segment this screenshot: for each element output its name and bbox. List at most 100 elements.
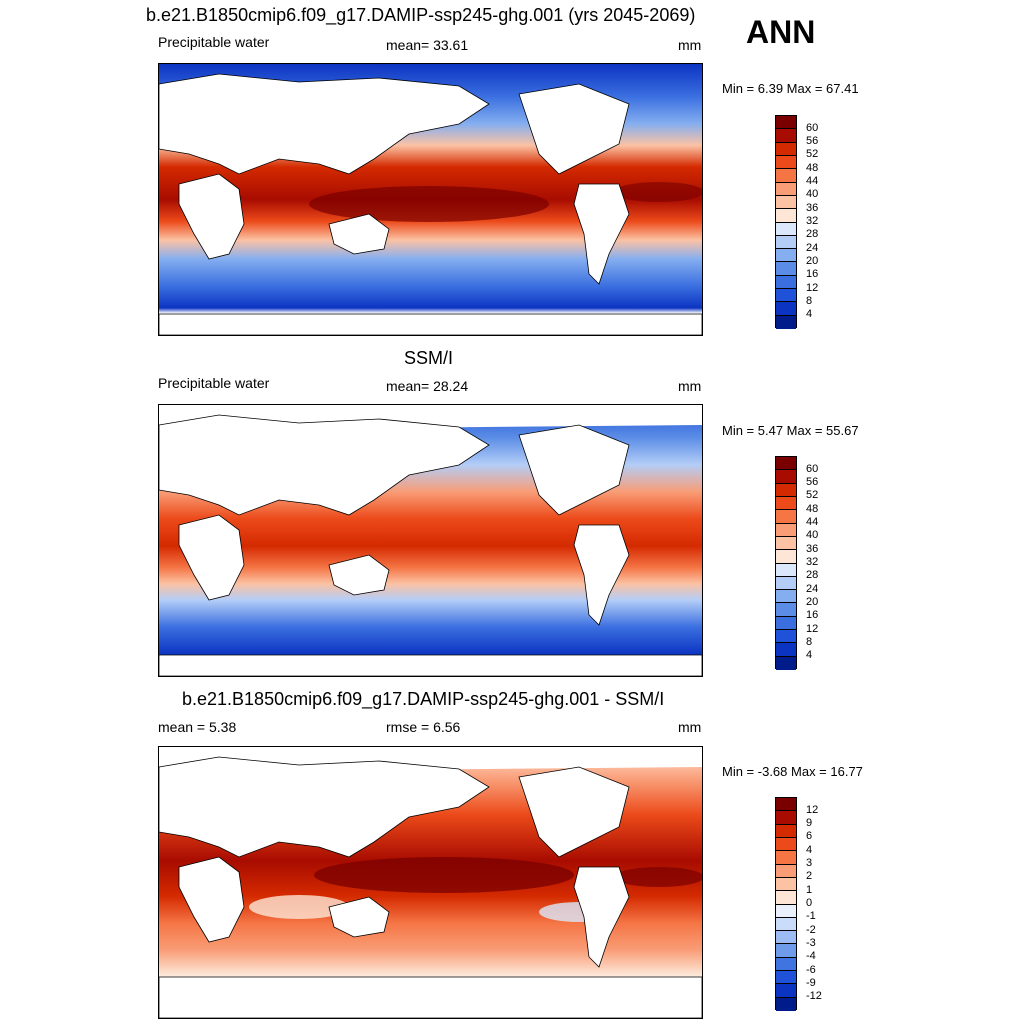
colorbar-swatch [776,984,796,998]
colorbar-swatch [776,864,796,878]
colorbar-swatch [776,656,796,670]
map-field [159,64,702,335]
colorbar-swatch [776,931,796,945]
colorbar-swatch [776,576,796,591]
colorbar-swatch [776,315,796,329]
mean-label: mean= 33.61 [386,37,469,53]
colorbar-tick-label: 40 [806,188,819,201]
colorbar-tick-label: 48 [806,161,819,174]
colorbar-tick-label: -6 [806,963,816,976]
colorbar-swatch [776,169,796,183]
colorbar-tick-label: -1 [806,910,816,923]
colorbar-tick-label: 56 [806,476,819,489]
colorbar-swatch [776,249,796,263]
colorbar-tick-label: 60 [806,462,819,475]
colorbar-swatch [776,182,796,196]
colorbar-swatch [776,563,796,577]
colorbar-tick-label: -9 [806,976,816,989]
colorbar-swatch [776,116,796,130]
colorbar-swatch [776,142,796,156]
colorbar-tick-label: -2 [806,923,816,936]
colorbar-swatch [776,616,796,631]
colorbar-tick-label: 6 [806,830,813,843]
map-plot [158,404,703,677]
colorbar-tick-label: 12 [806,622,819,635]
colorbar-tick-label: 4 [806,308,813,321]
colorbar-swatches [776,457,796,670]
colorbar-tick-label: 24 [806,241,819,254]
colorbar-swatch [776,630,796,644]
colorbar-tick-label: 20 [806,254,819,267]
colorbar-tick-label: 60 [806,121,819,134]
colorbar-swatches [776,116,796,329]
colorbar [775,797,797,1011]
map-plot [158,63,703,336]
colorbar-tick-label: 8 [806,294,813,307]
colorbar-tick-label: -3 [806,936,816,949]
colorbar-swatch [776,891,796,905]
colorbar-swatch [776,917,796,932]
units-label: mm [678,37,702,53]
colorbar-tick-label: 44 [806,516,819,529]
colorbar-tick-label: 16 [806,268,819,281]
colorbar-tick-label: 56 [806,135,819,148]
colorbar-tick-label: 9 [806,817,813,830]
map-field [159,747,702,1018]
colorbar-swatch [776,536,796,551]
colorbar-tick-label: 36 [806,542,819,555]
colorbar-tick-label: 44 [806,175,819,188]
colorbar-swatch [776,235,796,250]
colorbar-swatch [776,262,796,276]
colorbar-swatch [776,195,796,210]
colorbar-swatch [776,289,796,303]
colorbar-swatch [776,824,796,838]
colorbar-swatches [776,798,796,1011]
colorbar-swatch [776,944,796,958]
units-label: mm [678,378,702,394]
colorbar-swatch [776,302,796,316]
colorbar-swatch [776,811,796,825]
units-label: mm [678,719,702,735]
colorbar-swatch [776,155,796,170]
colorbar-tick-label: 4 [806,649,813,662]
colorbar-tick-label: 52 [806,148,819,161]
variable-label: Precipitable water [158,34,270,50]
colorbar-swatch [776,470,796,484]
colorbar-swatch [776,510,796,524]
colorbar-tick-label: 3 [806,857,813,870]
colorbar-tick-label: 8 [806,635,813,648]
colorbar-swatch [776,483,796,497]
colorbar-tick-label: -12 [806,990,822,1003]
colorbar-swatch [776,550,796,564]
colorbar-tick-label: 52 [806,489,819,502]
variable-label: Precipitable water [158,375,270,391]
colorbar [775,115,797,329]
colorbar-tick-label: 32 [806,215,819,227]
colorbar-tick-label: 12 [806,281,819,294]
colorbar-tick-label: 0 [806,897,813,909]
colorbar-swatch [776,971,796,985]
map-plot [158,746,703,1019]
colorbar-tick-label: -4 [806,950,816,963]
colorbar-swatch [776,603,796,617]
colorbar-swatch [776,877,796,892]
mean-label: mean= 28.24 [386,378,469,394]
colorbar-tick-label: 24 [806,582,819,595]
colorbar-tick-label: 36 [806,201,819,214]
colorbar-tick-label: 2 [806,870,813,883]
colorbar-swatch [776,523,796,537]
colorbar-tick-label: 12 [806,803,819,816]
colorbar-tick-label: 28 [806,228,819,241]
minmax-label: Min = 6.39 Max = 67.41 [722,81,859,96]
colorbar-swatch [776,643,796,657]
colorbar-tick-label: 40 [806,529,819,542]
panel-title: b.e21.B1850cmip6.f09_g17.DAMIP-ssp245-gh… [182,689,665,709]
mean-label: mean = 5.38 [158,719,237,735]
colorbar-tick-label: 1 [806,883,813,896]
colorbar-swatch [776,837,796,852]
colorbar-swatch [776,997,796,1011]
colorbar-tick-label: 4 [806,843,813,856]
colorbar-swatch [776,275,796,290]
panel-title: b.e21.B1850cmip6.f09_g17.DAMIP-ssp245-gh… [146,5,696,25]
colorbar-swatch [776,222,796,236]
